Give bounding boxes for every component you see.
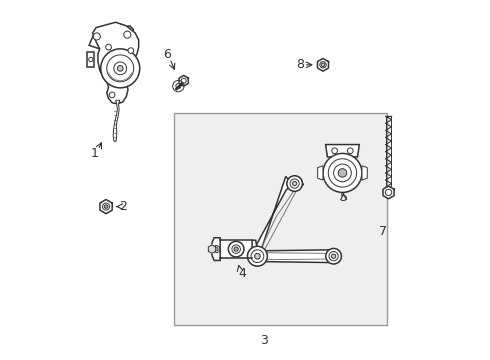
Circle shape [251, 250, 264, 262]
Circle shape [124, 31, 131, 38]
Text: 4: 4 [238, 267, 246, 280]
Circle shape [109, 92, 115, 98]
Circle shape [331, 254, 336, 258]
Circle shape [323, 153, 362, 192]
Polygon shape [179, 76, 188, 86]
Circle shape [287, 176, 302, 192]
Circle shape [107, 55, 134, 82]
Text: 1: 1 [91, 147, 98, 160]
Polygon shape [252, 240, 257, 258]
Polygon shape [362, 166, 368, 180]
Circle shape [347, 148, 353, 154]
Polygon shape [383, 186, 394, 199]
Circle shape [326, 248, 342, 264]
Polygon shape [318, 166, 323, 180]
Circle shape [328, 159, 357, 187]
Circle shape [114, 62, 126, 75]
Polygon shape [93, 22, 139, 104]
Polygon shape [326, 145, 359, 157]
Circle shape [106, 44, 111, 50]
Circle shape [321, 63, 325, 67]
Circle shape [93, 33, 100, 40]
Text: 3: 3 [261, 334, 269, 347]
Polygon shape [318, 58, 328, 71]
Polygon shape [256, 176, 335, 266]
Circle shape [385, 189, 392, 195]
Circle shape [176, 84, 181, 89]
Polygon shape [87, 53, 95, 67]
Bar [174, 113, 387, 325]
Circle shape [89, 57, 93, 62]
Polygon shape [118, 26, 133, 40]
Circle shape [104, 205, 108, 208]
Text: 7: 7 [378, 225, 387, 238]
Circle shape [128, 48, 134, 54]
Circle shape [118, 66, 123, 71]
Circle shape [247, 246, 268, 266]
Polygon shape [113, 100, 120, 141]
Circle shape [215, 247, 218, 251]
Text: 2: 2 [119, 200, 126, 213]
Circle shape [101, 49, 140, 88]
Circle shape [329, 252, 338, 261]
Circle shape [102, 203, 110, 210]
Text: 6: 6 [163, 48, 171, 61]
Circle shape [213, 246, 220, 253]
Text: 5: 5 [340, 191, 347, 204]
Circle shape [172, 80, 184, 92]
Circle shape [293, 181, 297, 186]
Polygon shape [208, 245, 216, 253]
Circle shape [234, 247, 238, 251]
Polygon shape [212, 238, 220, 260]
Circle shape [338, 168, 347, 177]
Circle shape [228, 241, 244, 257]
Circle shape [255, 253, 260, 259]
Circle shape [334, 164, 351, 182]
Circle shape [320, 62, 326, 68]
Circle shape [290, 179, 299, 188]
Circle shape [181, 78, 186, 83]
Polygon shape [89, 28, 103, 49]
Text: 8: 8 [296, 58, 304, 71]
Circle shape [332, 148, 338, 154]
Circle shape [232, 245, 241, 253]
Polygon shape [100, 199, 112, 214]
Bar [220, 240, 252, 258]
